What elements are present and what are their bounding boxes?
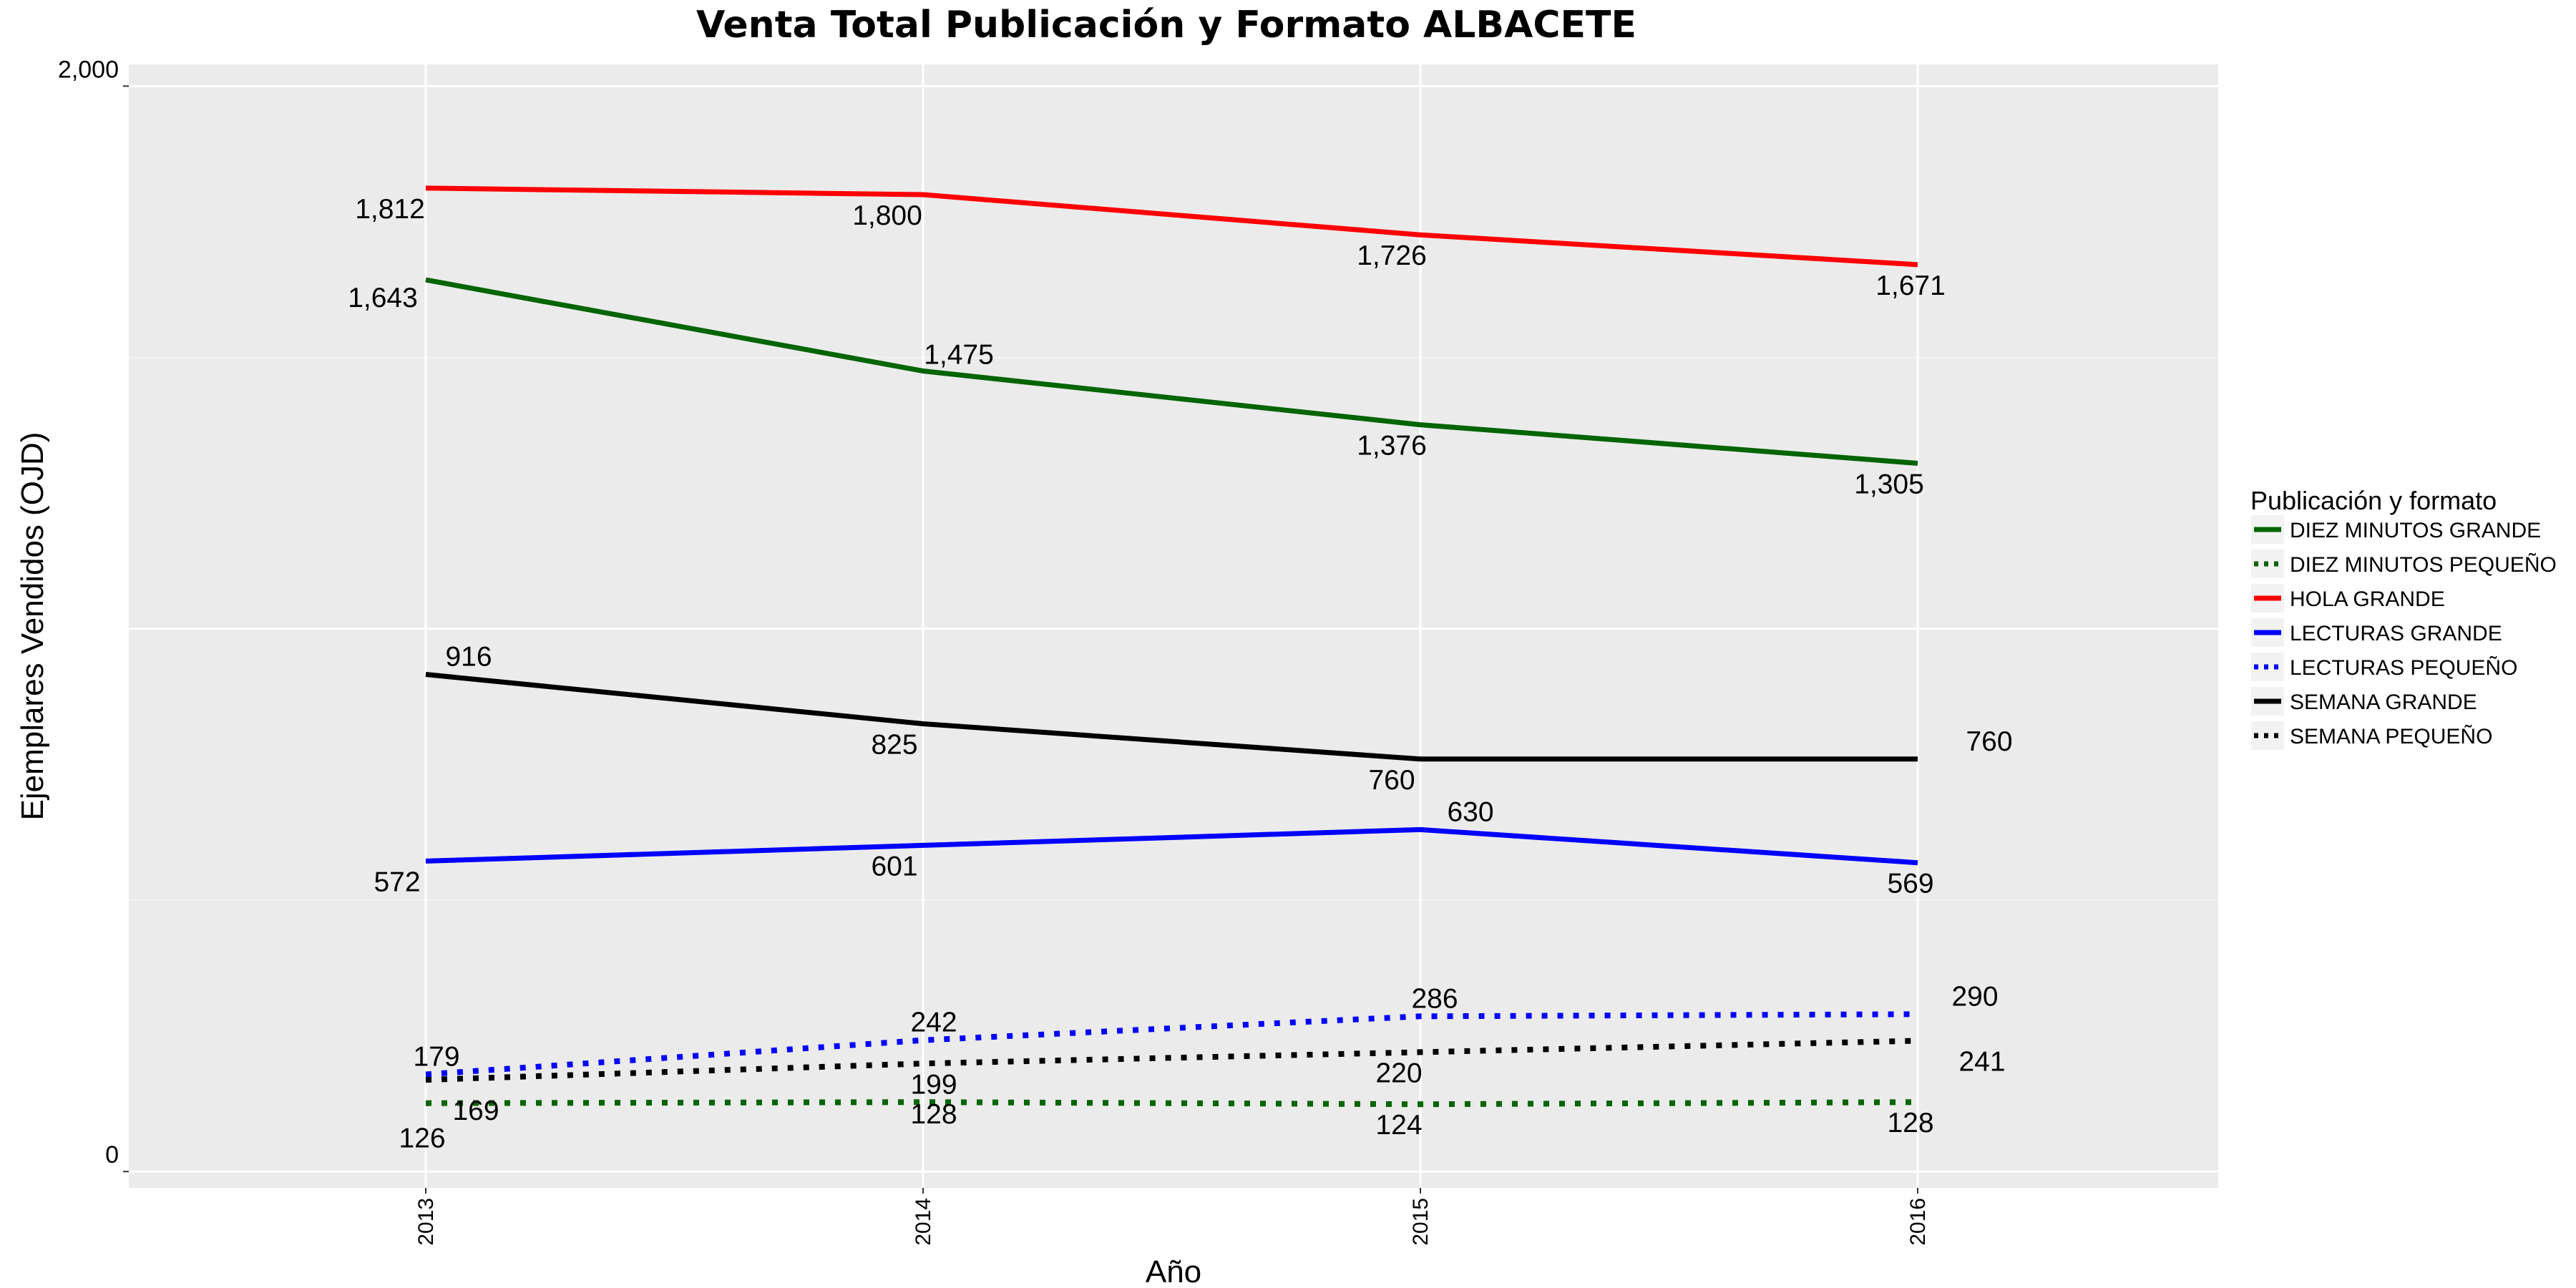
data-labels: 1,643 1,475 1,376 1,305 126 128 124 128 1,812 1,8… [348, 194, 2012, 1154]
legend-label: SEMANA GRANDE [2290, 691, 2477, 714]
data-label: 825 [871, 730, 917, 761]
x-axis: 2013 2014 2015 2016 [414, 1188, 1930, 1246]
x-tick-label: 2013 [414, 1198, 438, 1246]
data-label: 126 [399, 1123, 445, 1154]
data-label: 179 [413, 1041, 459, 1072]
data-label: 1,475 [924, 340, 994, 371]
legend-label: HOLA GRANDE [2290, 587, 2445, 611]
data-label: 169 [452, 1096, 499, 1126]
data-label: 241 [1958, 1046, 2005, 1077]
data-label: 124 [1375, 1110, 1422, 1141]
legend-label: LECTURAS PEQUEÑO [2290, 655, 2517, 680]
data-label: 290 [1951, 981, 1998, 1012]
legend-title: Publicación y formato [2250, 486, 2497, 515]
data-label: 569 [1887, 869, 1933, 899]
y-tick-label: 2,000 [58, 56, 119, 83]
data-label: 760 [1966, 726, 2012, 757]
data-label: 601 [871, 851, 917, 882]
legend-label: SEMANA PEQUEÑO [2290, 724, 2492, 748]
x-tick-label: 2016 [1906, 1198, 1930, 1246]
x-tick-label: 2015 [1409, 1198, 1433, 1246]
chart-title: Venta Total Publicación y Formato ALBACE… [696, 4, 1636, 47]
data-label: 1,305 [1854, 469, 1924, 499]
data-label: 199 [910, 1069, 957, 1100]
legend: Publicación y formato DIEZ MINUTOS GRAND… [2250, 486, 2557, 750]
series-line-semana-pequeno [425, 1038, 1918, 1083]
data-label: 760 [1368, 765, 1415, 796]
data-label: 630 [1447, 796, 1493, 827]
data-label: 128 [1887, 1108, 1933, 1138]
series-line-lecturas-grande [425, 826, 1918, 866]
data-label: 128 [910, 1099, 957, 1130]
data-label: 1,671 [1875, 270, 1946, 301]
data-label: 220 [1375, 1058, 1422, 1088]
series-line-semana-grande [425, 672, 1918, 762]
data-label: 1,726 [1357, 240, 1427, 271]
series-line-lecturas-pequeno [425, 1011, 1918, 1078]
series-group [425, 185, 1918, 1108]
legend-label: DIEZ MINUTOS GRANDE [2290, 519, 2541, 542]
x-tick-label: 2014 [912, 1198, 935, 1246]
data-label: 1,812 [355, 194, 425, 225]
data-label: 916 [445, 642, 492, 673]
data-label: 1,643 [348, 283, 418, 313]
y-tick-label: 0 [105, 1141, 119, 1169]
series-line-hola-grande [425, 185, 1918, 268]
plot-panel [129, 64, 2218, 1188]
y-axis-title: Ejemplares Vendidos (OJD) [15, 432, 50, 821]
legend-label: LECTURAS GRANDE [2290, 622, 2502, 645]
y-axis: 0 2,000 [58, 56, 129, 1173]
grid-lines [129, 64, 2218, 1188]
data-label: 1,376 [1357, 431, 1427, 462]
data-label: 572 [374, 867, 420, 897]
data-label: 286 [1411, 983, 1458, 1014]
legend-label: DIEZ MINUTOS PEQUEÑO [2290, 552, 2557, 577]
data-label: 1,800 [852, 200, 922, 231]
x-axis-title: Año [1146, 1254, 1201, 1288]
series-line-diez-minutos-grande [425, 277, 1918, 466]
data-label: 242 [910, 1008, 957, 1038]
